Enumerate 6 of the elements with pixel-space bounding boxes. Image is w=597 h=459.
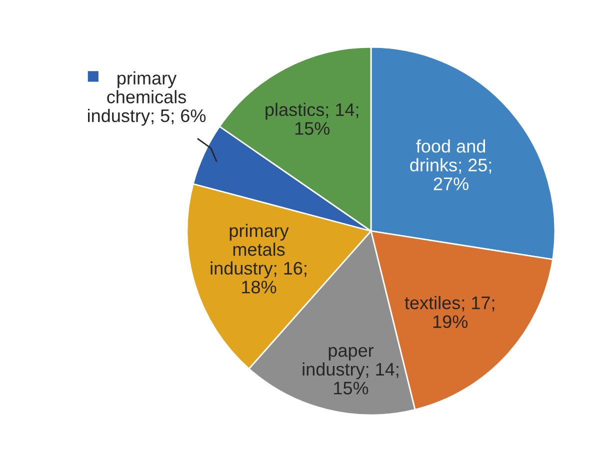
slice-label: textiles; 17; 19%: [404, 296, 494, 328]
legend-label: primary chemicals industry; 5; 6%: [88, 71, 206, 126]
slice-label: primary metals industry; 16; 18%: [210, 224, 306, 294]
slice-label: food and drinks; 25; 27%: [410, 139, 492, 190]
slice-label: plastics; 14; 15%: [266, 102, 358, 135]
slice-label: paper industry; 14; 15%: [302, 347, 398, 394]
